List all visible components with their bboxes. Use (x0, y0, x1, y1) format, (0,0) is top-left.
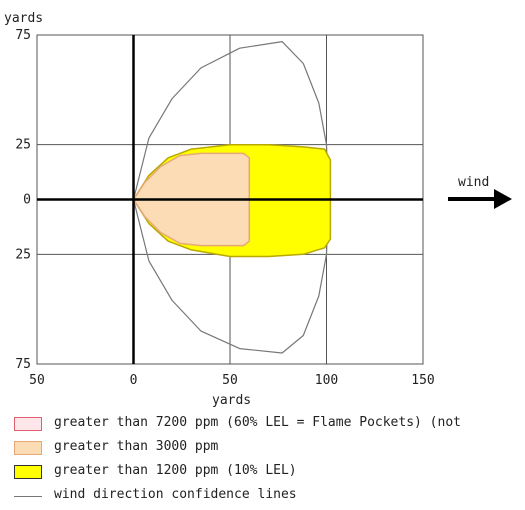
y-tick-label: 25 (15, 138, 31, 153)
y-axis-unit-label: yards (4, 11, 43, 26)
legend-swatch-1200ppm (14, 465, 42, 479)
x-axis-unit-label: yards (212, 393, 251, 408)
legend-label-7200ppm: greater than 7200 ppm (60% LEL = Flame P… (54, 415, 461, 430)
y-tick-label: 75 (15, 28, 31, 43)
tick-labels: 50 0 50 100 150 75 25 0 25 75 (15, 28, 434, 388)
legend-item-1200ppm: greater than 1200 ppm (10% LEL) (10, 462, 525, 486)
y-tick-label: 75 (15, 357, 31, 372)
legend-item-3000ppm: greater than 3000 ppm (10, 438, 525, 462)
legend-swatch-7200ppm (14, 417, 42, 431)
x-tick-label: 50 (222, 373, 238, 388)
axes (37, 35, 423, 364)
legend-swatch-3000ppm (14, 441, 42, 455)
legend-swatch-confidence-lines (14, 496, 42, 497)
chart: 50 0 50 100 150 75 25 0 25 75 yards yards wind (4, 11, 512, 408)
legend-item-7200ppm: greater than 7200 ppm (60% LEL = Flame P… (10, 414, 525, 438)
legend-label-1200ppm: greater than 1200 ppm (10% LEL) (54, 463, 297, 478)
wind-label: wind (458, 175, 489, 190)
legend-label-confidence-lines: wind direction confidence lines (54, 487, 297, 502)
legend-item-confidence-lines: wind direction confidence lines (10, 486, 525, 510)
x-tick-label: 0 (130, 373, 138, 388)
x-tick-label: 150 (411, 373, 434, 388)
legend: greater than 7200 ppm (60% LEL = Flame P… (10, 414, 525, 510)
x-tick-label: 50 (29, 373, 45, 388)
y-tick-label: 25 (15, 247, 31, 262)
legend-label-3000ppm: greater than 3000 ppm (54, 439, 219, 454)
wind-arrow-icon (448, 189, 512, 209)
x-tick-label: 100 (315, 373, 338, 388)
y-tick-label: 0 (23, 193, 31, 208)
